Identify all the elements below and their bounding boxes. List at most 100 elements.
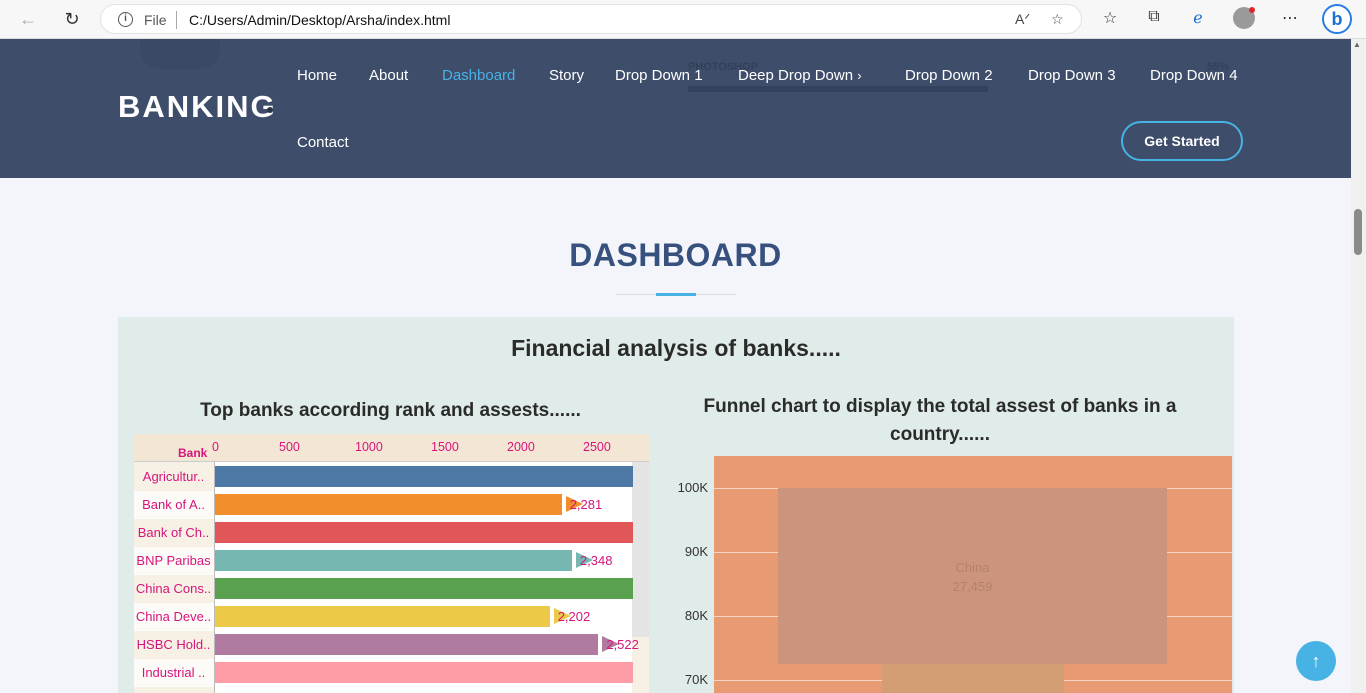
row-label-cell xyxy=(134,603,214,631)
nav-home[interactable]: Home xyxy=(297,67,338,84)
bar-arrow-marker xyxy=(553,608,571,624)
bank-bar[interactable] xyxy=(215,522,633,543)
read-aloud-icon[interactable]: Aᐟ xyxy=(1015,11,1031,27)
nav-dashboard[interactable]: Dashboard xyxy=(442,67,516,84)
chevron-right-icon: › xyxy=(857,68,862,83)
logo-dot xyxy=(267,107,273,113)
nav-drop-down-1[interactable]: Drop Down 1 xyxy=(615,67,703,84)
bar-value-label: 2,522 xyxy=(606,637,639,652)
bank-label[interactable]: China Deve.. xyxy=(135,609,212,624)
x-tick-label: 1000 xyxy=(355,440,383,454)
bank-label[interactable]: BNP Paribas xyxy=(136,553,211,568)
nav-contact[interactable]: Contact xyxy=(297,134,349,151)
bank-bar[interactable] xyxy=(215,578,633,599)
row-label-cell xyxy=(134,631,214,659)
bank-bar[interactable] xyxy=(215,662,633,683)
nav-story[interactable]: Story xyxy=(549,67,585,84)
x-tick-label: 2000 xyxy=(507,440,535,454)
funnel-chart[interactable]: 100K 90K 80K 70K China 27,459 xyxy=(650,456,1234,693)
skill-label-ghost: PHOTOSHOP xyxy=(688,61,759,73)
x-tick-label: 500 xyxy=(279,440,300,454)
dashboard-title: Financial analysis of banks..... xyxy=(511,335,841,361)
bank-label[interactable]: Bank of A.. xyxy=(142,497,205,512)
bank-label[interactable]: HSBC Hold.. xyxy=(136,637,211,652)
dashboard-panel: Financial analysis of banks..... Top ban… xyxy=(118,317,1234,693)
y-tick-label: 80K xyxy=(684,608,708,623)
get-started-button[interactable]: Get Started xyxy=(1121,121,1243,161)
address-separator xyxy=(176,11,177,29)
y-tick-label: 70K xyxy=(684,672,708,687)
bing-icon[interactable]: b xyxy=(1322,4,1352,34)
row-label-cell xyxy=(134,659,214,687)
back-to-top-button[interactable]: ↑ xyxy=(1296,641,1336,681)
row-label-cell xyxy=(134,519,214,547)
favorite-add-icon[interactable]: ☆ xyxy=(1051,11,1064,27)
hero-illustration-remnant xyxy=(140,39,220,69)
funnel-chart-title: Funnel chart to display the total assest… xyxy=(703,396,1177,445)
site-header: PHOTOSHOP 55% BANKING Home About Dashboa… xyxy=(0,39,1351,178)
scrollbar-thumb[interactable] xyxy=(1354,209,1362,255)
more-menu-icon[interactable]: ⋯ xyxy=(1282,10,1298,27)
bank-bar[interactable] xyxy=(215,494,562,515)
bank-label[interactable]: Agricultur.. xyxy=(142,469,205,484)
bar-chart-title: Top banks according rank and assests....… xyxy=(200,400,581,421)
bank-label[interactable]: China Cons.. xyxy=(135,581,212,596)
bank-bar[interactable] xyxy=(215,550,572,571)
y-axis-title: Bank xyxy=(178,446,208,460)
funnel-plot-area: China 27,459 xyxy=(714,456,1232,693)
bank-label[interactable]: Bank of Ch.. xyxy=(137,525,210,540)
funnel-y-axis: 100K 90K 80K 70K xyxy=(650,456,714,693)
nav-drop-down-3[interactable]: Drop Down 3 xyxy=(1028,67,1116,84)
refresh-icon[interactable]: ↻ xyxy=(64,9,80,29)
x-axis-header: Bank 0 500 1000 1500 2000 2500 xyxy=(134,434,649,462)
back-icon[interactable]: ← xyxy=(19,9,37,29)
nav-drop-down-2[interactable]: Drop Down 2 xyxy=(905,67,993,84)
bank-bar[interactable] xyxy=(215,606,550,627)
row-label-cell xyxy=(134,547,214,575)
edge-extension-icon[interactable]: ℯ xyxy=(1193,10,1203,27)
scroll-up-icon[interactable]: ▲ xyxy=(1353,40,1361,49)
bank-label[interactable]: Industrial .. xyxy=(141,665,206,680)
funnel-segment-next[interactable] xyxy=(882,664,1064,693)
x-tick-label: 1500 xyxy=(431,440,459,454)
bank-bar[interactable] xyxy=(215,466,633,487)
bank-bar[interactable] xyxy=(215,634,599,655)
bar-arrow-marker xyxy=(565,496,583,512)
plot-side-band xyxy=(632,462,649,637)
funnel-country-label: China xyxy=(955,560,990,575)
funnel-value-label: 27,459 xyxy=(952,579,993,594)
section-title: DASHBOARD xyxy=(569,237,782,273)
skill-bar-ghost xyxy=(688,86,988,92)
info-icon[interactable]: i xyxy=(118,12,133,27)
url-text[interactable]: C:/Users/Admin/Desktop/Arsha/index.html xyxy=(189,12,451,28)
row-label-cell xyxy=(134,575,214,603)
address-bar[interactable]: i File C:/Users/Admin/Desktop/Arsha/inde… xyxy=(100,4,1082,34)
nav-drop-down-4[interactable]: Drop Down 4 xyxy=(1150,67,1238,84)
arrow-up-icon: ↑ xyxy=(1311,651,1321,671)
bank-assets-bar-chart[interactable]: Bank 0 500 1000 1500 2000 2500 Agricultur.. Ba… xyxy=(134,434,649,693)
funnel-segment-china[interactable] xyxy=(778,488,1167,664)
bar-value-label: 2,281 xyxy=(569,497,603,512)
x-tick-label: 2500 xyxy=(583,440,611,454)
skill-value-ghost: 55% xyxy=(1207,61,1230,73)
title-divider-accent xyxy=(656,293,696,296)
row-label-cell xyxy=(134,463,214,491)
favorites-icon[interactable]: ☆ xyxy=(1102,10,1118,27)
page-scrollbar[interactable] xyxy=(1351,39,1366,693)
row-label-cell xyxy=(134,491,214,519)
notification-dot xyxy=(1249,7,1255,13)
browser-toolbar: ← ↻ i File C:/Users/Admin/Desktop/Arsha/… xyxy=(0,0,1366,39)
bar-value-label: 2,348 xyxy=(579,553,613,568)
nav-deep-drop-down[interactable]: Deep Drop Down › xyxy=(738,67,862,84)
y-tick-label: 100K xyxy=(677,480,708,495)
y-tick-label: 90K xyxy=(684,544,708,559)
nav-deep-drop-down-label: Deep Drop Down xyxy=(738,67,854,84)
funnel-segment-label: China 27,459 xyxy=(778,558,1167,596)
bar-arrow-marker xyxy=(602,636,620,652)
bar-arrow-marker xyxy=(575,552,593,568)
site-logo[interactable]: BANKING xyxy=(118,89,277,124)
bar-value-label: 2,202 xyxy=(557,609,591,624)
x-tick-label: 0 xyxy=(212,440,219,454)
collections-icon[interactable]: ⧉ xyxy=(1148,8,1160,25)
nav-about[interactable]: About xyxy=(369,67,409,84)
